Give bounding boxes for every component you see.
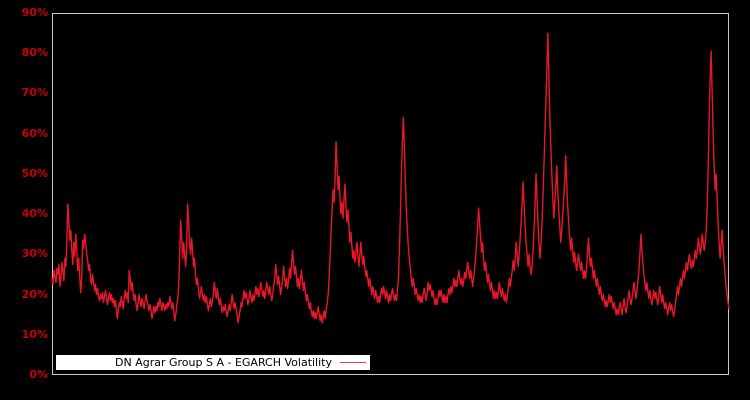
y-axis-tick-label: 80%: [21, 46, 48, 60]
y-axis-tick-label: 50%: [21, 166, 48, 180]
y-axis-tick-label: 30%: [21, 247, 48, 261]
chart-legend[interactable]: DN Agrar Group S A - EGARCH Volatility: [56, 355, 370, 370]
plot-frame: [52, 13, 729, 375]
series-line-egarch-volatility: [51, 32, 730, 324]
y-axis-tick-label: 40%: [21, 207, 48, 221]
legend-line-swatch: [340, 355, 366, 370]
legend-entry-label: DN Agrar Group S A - EGARCH Volatility: [115, 356, 332, 369]
y-axis-tick-label: 60%: [21, 126, 48, 140]
y-axis-tick-label: 0%: [29, 368, 48, 381]
y-axis-tick-label: 70%: [21, 86, 48, 100]
y-axis-tick-label: 10%: [21, 327, 48, 341]
y-axis-tick-label: 90%: [21, 6, 48, 19]
y-axis-tick-labels: 0% 10% 20% 30% 40% 50% 60% 70% 80% 90%: [0, 0, 48, 400]
y-axis-tick-label: 20%: [21, 287, 48, 301]
